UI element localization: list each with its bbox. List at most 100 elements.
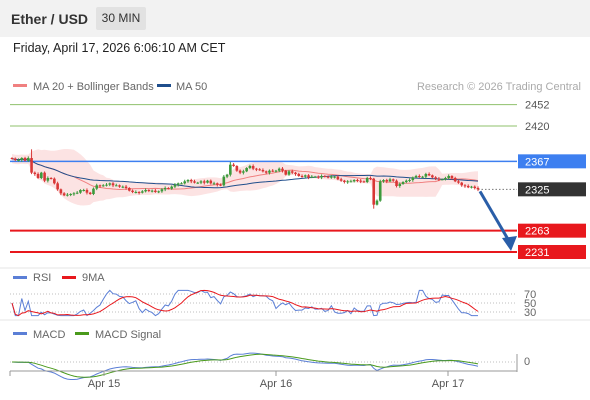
candle-body (401, 182, 405, 184)
x-axis-ticks: Apr 15 Apr 16 Apr 17 (88, 371, 464, 390)
candle-body (352, 180, 356, 182)
candle-body (281, 168, 284, 171)
candle-body (128, 188, 131, 191)
level-labels: 2452 2420 2367 2325 2263 2231 (518, 100, 586, 259)
candle-body (137, 192, 141, 193)
candle-body (391, 179, 395, 181)
candle-body (414, 176, 418, 178)
rsi-panel (10, 289, 517, 317)
candle-body (173, 184, 177, 187)
candle-body (235, 166, 239, 171)
candle-body (453, 178, 457, 182)
candle-body (105, 184, 108, 186)
candle-body (56, 183, 59, 190)
candle-body (437, 178, 441, 180)
rsi-50-label: 50 (524, 298, 536, 310)
candle-body (167, 188, 170, 189)
candle-body (405, 180, 408, 182)
forecast-arrow-head (502, 236, 517, 251)
candle-body (49, 178, 53, 179)
candle-body (277, 168, 281, 171)
candle-body (326, 176, 330, 178)
candle-body (463, 185, 467, 187)
copyright-text: Research © 2026 Trading Central (417, 81, 581, 93)
date-text: Friday, April 17, 2026 6:06:10 AM CET (13, 41, 226, 55)
candle-body (238, 170, 242, 173)
candle-body (36, 174, 40, 178)
candle-body (388, 179, 392, 182)
candle-body (186, 180, 190, 182)
rsi-30-label: 30 (524, 307, 536, 319)
candle-body (134, 192, 138, 193)
header-bar: Ether / USD 30 MIN (0, 0, 590, 37)
candle-body (251, 166, 255, 169)
candle-body (310, 176, 314, 178)
candle-body (434, 177, 437, 179)
candle-body (92, 188, 95, 194)
macd-legend-label: MACD (33, 329, 65, 341)
candle-body (336, 176, 340, 180)
ma50-line (11, 158, 479, 189)
candle-body (13, 158, 17, 160)
candle-body (150, 190, 154, 192)
candle-body (330, 176, 333, 178)
candle-body (242, 171, 245, 173)
candle-body (17, 160, 20, 161)
ma50-legend-swatch (157, 84, 171, 87)
rsi-legend-swatch (13, 276, 27, 279)
rsi-ma-legend-label: 9MA (82, 272, 105, 284)
candle-body (209, 180, 213, 184)
candle-body (258, 169, 261, 171)
candle-body (229, 164, 232, 175)
candle-body (297, 174, 301, 176)
candle-body (98, 185, 102, 187)
candle-body (382, 180, 385, 182)
candle-body (398, 184, 402, 186)
candle-body (53, 178, 56, 184)
candle-body (196, 182, 200, 184)
candle-body (372, 178, 376, 205)
candle-body (365, 178, 369, 182)
candle-body (307, 175, 310, 178)
candle-body (440, 179, 444, 181)
candle-body (26, 158, 30, 161)
candle-body (473, 186, 477, 188)
level-label-box-2231 (518, 245, 586, 259)
candle-body (124, 186, 128, 188)
candle-body (450, 176, 454, 178)
candle-body (160, 189, 164, 192)
candle-body (222, 176, 226, 186)
candle-body (180, 183, 183, 185)
candle-body (369, 178, 372, 179)
level-label-box-2367 (518, 154, 586, 169)
candle-body (333, 176, 336, 178)
candle-body (385, 180, 389, 182)
macd-panel (10, 352, 517, 380)
x-tick-label: Apr 17 (432, 378, 464, 390)
candle-body (163, 188, 167, 190)
candle-body (264, 171, 268, 173)
ma20-line (11, 158, 479, 191)
candle-body (202, 181, 206, 183)
candle-body (147, 190, 151, 191)
forecast-arrow-shaft (478, 190, 511, 242)
candle-body (408, 180, 411, 181)
candle-body (131, 190, 134, 192)
bands-legend-label: MA 20 + Bollinger Bands (33, 81, 154, 93)
candle-body (232, 164, 235, 166)
macd-line (11, 352, 479, 380)
candle-body (85, 190, 89, 193)
candle-body (411, 177, 415, 180)
level-label-2325: 2325 (525, 184, 549, 196)
rsi-line (11, 289, 478, 317)
level-label-2367: 2367 (525, 156, 549, 168)
candle-body (108, 183, 112, 185)
candle-body (255, 168, 258, 170)
rsi-legend-label: RSI (33, 272, 51, 284)
candle-body (46, 178, 50, 181)
level-label-2420: 2420 (525, 121, 549, 133)
candle-body (274, 170, 278, 172)
bollinger-bands (11, 149, 479, 206)
timeframe-button[interactable]: 30 MIN (96, 7, 146, 30)
candle-body (476, 188, 480, 190)
